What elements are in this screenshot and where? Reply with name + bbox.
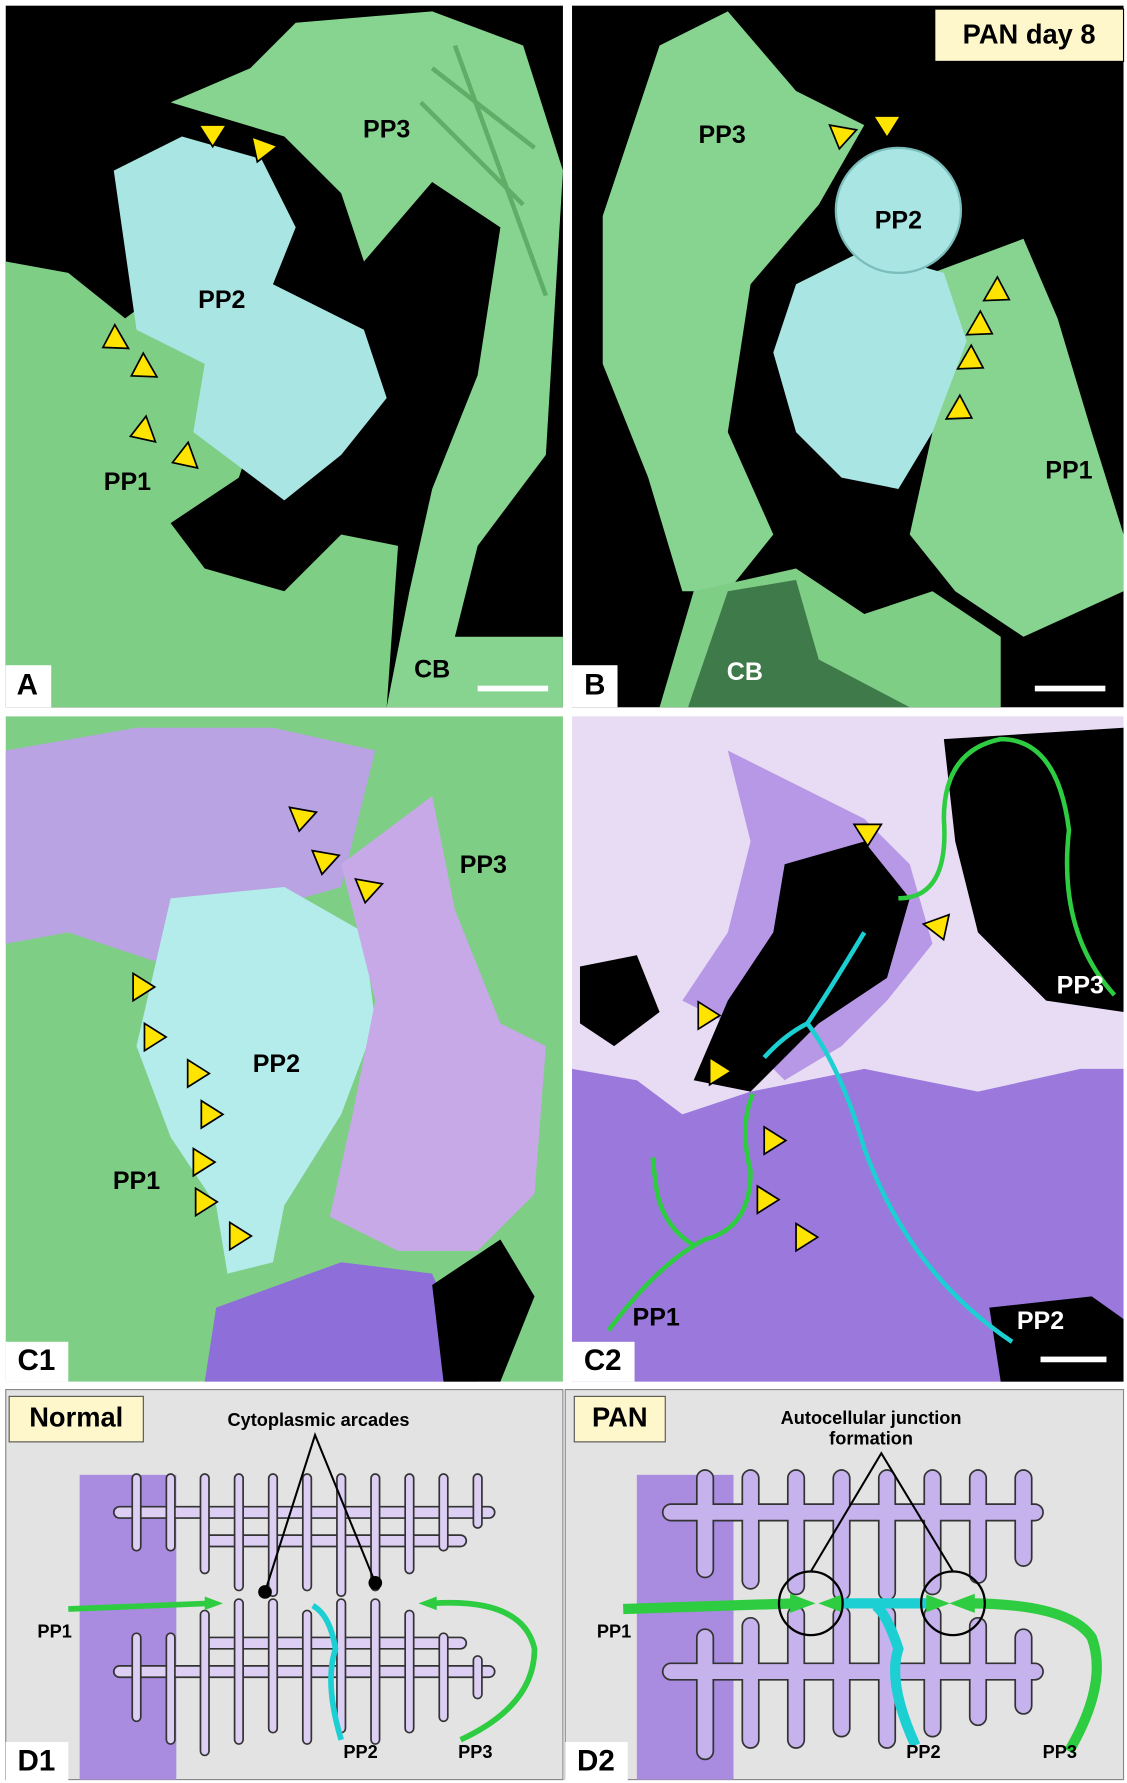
label: PP3 (460, 851, 507, 879)
scale-bar (478, 686, 549, 692)
panel-label: C2 (584, 1344, 622, 1377)
label: PP3 (363, 115, 410, 143)
label: PP2 (253, 1050, 300, 1078)
label: PP3 (1043, 1742, 1077, 1762)
label: PP2 (343, 1742, 377, 1762)
badge: PAN day 8 (963, 19, 1096, 50)
annotation: formation (829, 1428, 913, 1448)
panel-label: D1 (18, 1744, 56, 1777)
label: PP3 (698, 121, 745, 149)
panel-a: PP3 PP2 PP1 CB A (6, 6, 563, 708)
panel-d2: PAN Autocellular junction formation PP1 … (565, 1390, 1123, 1783)
panel-c1: PP3 PP2 PP1 C1 (6, 716, 563, 1381)
pp1-arrow (623, 1603, 796, 1609)
label: PP1 (1045, 457, 1092, 485)
label: PP1 (597, 1622, 631, 1642)
label: PP2 (198, 286, 245, 314)
scale-bar (1035, 686, 1106, 692)
panel-label: A (17, 669, 38, 702)
label: PP1 (633, 1304, 680, 1332)
pp1-body (80, 1475, 177, 1780)
arcade-marker (368, 1576, 382, 1590)
panel-c2: PP3 PP2 PP1 C2 (572, 716, 1124, 1381)
label: PP2 (1017, 1307, 1064, 1335)
panel-d1: Normal Cytoplasmic arcades PP1 PP2 PP3 D… (6, 1390, 563, 1783)
panel-b: PAN day 8 PP3 PP2 PP1 CB B (572, 6, 1124, 708)
arcade-marker (258, 1585, 272, 1599)
annotation: Autocellular junction (781, 1408, 962, 1428)
label: PP1 (37, 1622, 71, 1642)
scale-bar (1041, 1357, 1107, 1363)
panel-label: D2 (577, 1744, 615, 1777)
label: PP2 (906, 1742, 940, 1762)
label: PP3 (1057, 972, 1104, 1000)
panel-label: B (584, 669, 605, 702)
label: CB (414, 656, 450, 684)
figure: PP3 PP2 PP1 CB A PAN day 8 PP3 PP2 PP1 C… (0, 0, 1127, 1783)
label: PP1 (104, 468, 151, 496)
header: PAN (592, 1401, 648, 1432)
label: PP3 (458, 1742, 492, 1762)
label: PP2 (875, 206, 922, 234)
annotation: Cytoplasmic arcades (227, 1410, 409, 1430)
panel-label: C1 (18, 1344, 56, 1377)
label: PP1 (113, 1167, 160, 1195)
label: CB (727, 658, 763, 686)
header: Normal (29, 1401, 123, 1432)
